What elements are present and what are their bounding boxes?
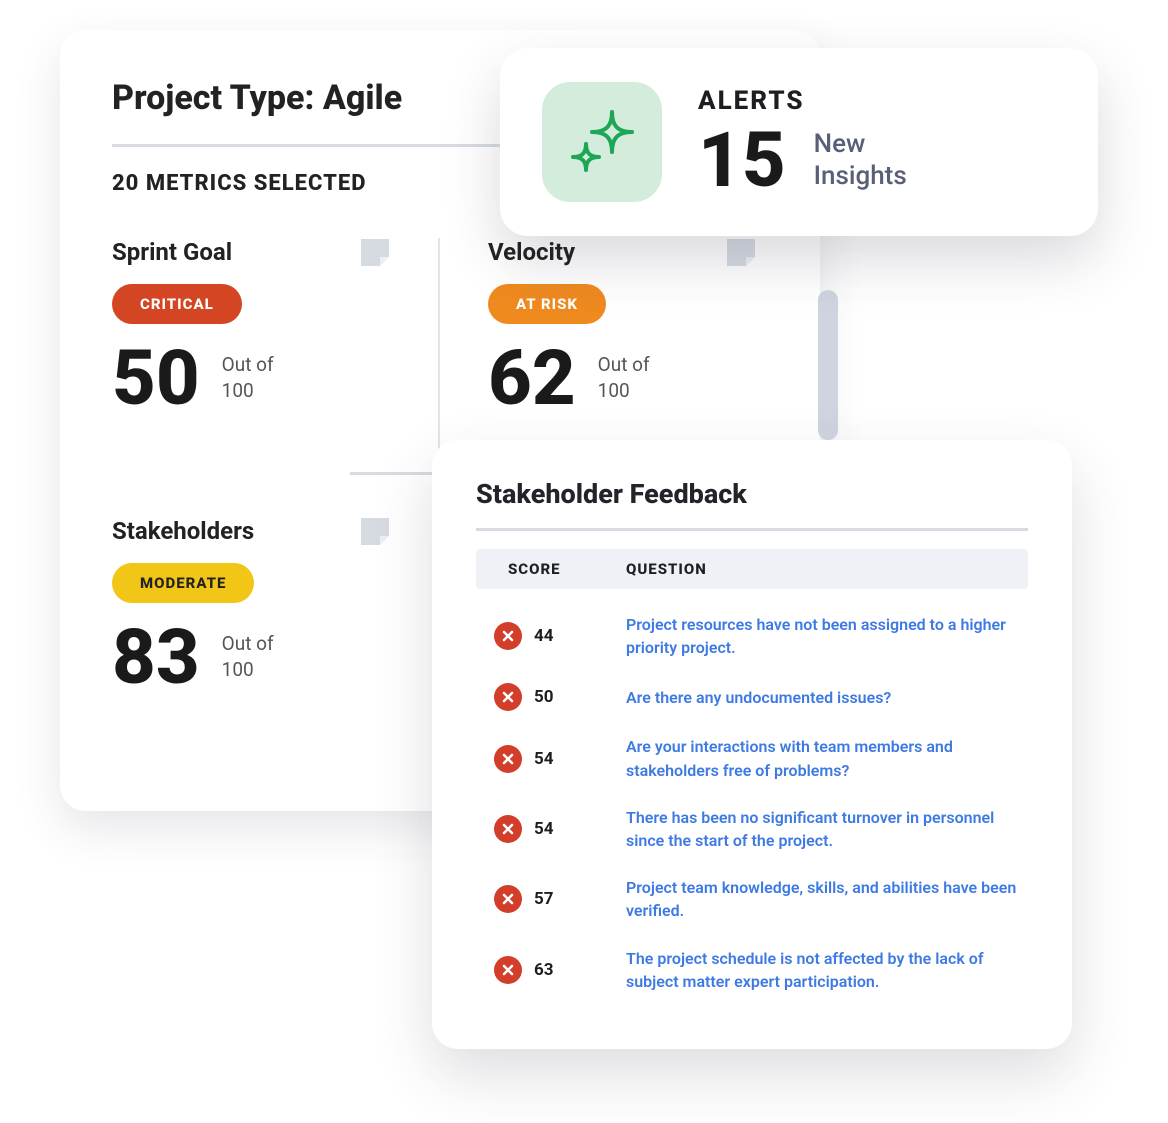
- sparkle-icon: [542, 82, 662, 202]
- feedback-question-link[interactable]: Project team knowledge, skills, and abil…: [626, 876, 1018, 922]
- feedback-score: 54: [534, 819, 554, 839]
- feedback-score: 57: [534, 889, 554, 909]
- feedback-score-cell: 57: [486, 885, 626, 913]
- feedback-score: 54: [534, 749, 554, 769]
- feedback-score: 50: [534, 687, 554, 707]
- col-header-question[interactable]: QUESTION: [626, 560, 1018, 578]
- close-circle-icon: [494, 745, 522, 773]
- feedback-score: 44: [534, 626, 554, 646]
- metric-score-max: Out of 100: [222, 352, 274, 403]
- stakeholder-feedback-card: Stakeholder Feedback SCORE QUESTION 44 P…: [432, 440, 1072, 1049]
- close-circle-icon: [494, 956, 522, 984]
- col-header-score[interactable]: SCORE: [486, 560, 626, 578]
- metric-cell[interactable]: Sprint Goal CRITICAL 50 Out of 100: [112, 238, 440, 472]
- feedback-question-link[interactable]: There has been no significant turnover i…: [626, 806, 1018, 852]
- alerts-description: New Insights: [814, 128, 907, 193]
- table-row: 50 Are there any undocumented issues?: [476, 671, 1028, 723]
- table-row: 44 Project resources have not been assig…: [476, 601, 1028, 671]
- feedback-question-link[interactable]: Are there any undocumented issues?: [626, 686, 1018, 709]
- note-icon[interactable]: [360, 517, 390, 545]
- metric-cell[interactable]: Velocity AT RISK 62 Out of 100: [440, 238, 768, 472]
- feedback-score-cell: 54: [486, 745, 626, 773]
- feedback-table-header: SCORE QUESTION: [476, 549, 1028, 589]
- metric-score: 62: [488, 340, 576, 416]
- feedback-score-cell: 50: [486, 683, 626, 711]
- alerts-card[interactable]: ALERTS 15 New Insights: [500, 48, 1098, 236]
- table-row: 57 Project team knowledge, skills, and a…: [476, 864, 1028, 934]
- status-badge: AT RISK: [488, 284, 606, 324]
- feedback-score: 63: [534, 960, 554, 980]
- feedback-question-link[interactable]: Project resources have not been assigned…: [626, 613, 1018, 659]
- table-row: 54 There has been no significant turnove…: [476, 794, 1028, 864]
- close-circle-icon: [494, 885, 522, 913]
- feedback-score-cell: 44: [486, 622, 626, 650]
- table-row: 63 The project schedule is not affected …: [476, 935, 1028, 1005]
- alerts-content: ALERTS 15 New Insights: [698, 86, 1056, 198]
- metric-score: 83: [112, 619, 200, 695]
- metric-name: Sprint Goal: [112, 238, 232, 266]
- feedback-question-link[interactable]: Are your interactions with team members …: [626, 735, 1018, 781]
- metric-score: 50: [112, 340, 200, 416]
- status-badge: CRITICAL: [112, 284, 242, 324]
- close-circle-icon: [494, 683, 522, 711]
- alerts-count: 15: [698, 122, 786, 198]
- feedback-title: Stakeholder Feedback: [476, 478, 1028, 510]
- alerts-heading: ALERTS: [698, 86, 1056, 116]
- metric-cell[interactable]: Stakeholders MODERATE 83 Out of 100: [112, 517, 440, 751]
- feedback-question-link[interactable]: The project schedule is not affected by …: [626, 947, 1018, 993]
- note-icon[interactable]: [360, 238, 390, 266]
- metric-name: Stakeholders: [112, 517, 254, 545]
- divider: [476, 528, 1028, 531]
- close-circle-icon: [494, 815, 522, 843]
- note-icon[interactable]: [726, 238, 756, 266]
- metric-score-max: Out of 100: [598, 352, 650, 403]
- scrollbar-thumb[interactable]: [818, 290, 838, 440]
- metric-score-max: Out of 100: [222, 631, 274, 682]
- table-row: 54 Are your interactions with team membe…: [476, 723, 1028, 793]
- status-badge: MODERATE: [112, 563, 254, 603]
- metric-name: Velocity: [488, 238, 575, 266]
- close-circle-icon: [494, 622, 522, 650]
- feedback-score-cell: 54: [486, 815, 626, 843]
- feedback-score-cell: 63: [486, 956, 626, 984]
